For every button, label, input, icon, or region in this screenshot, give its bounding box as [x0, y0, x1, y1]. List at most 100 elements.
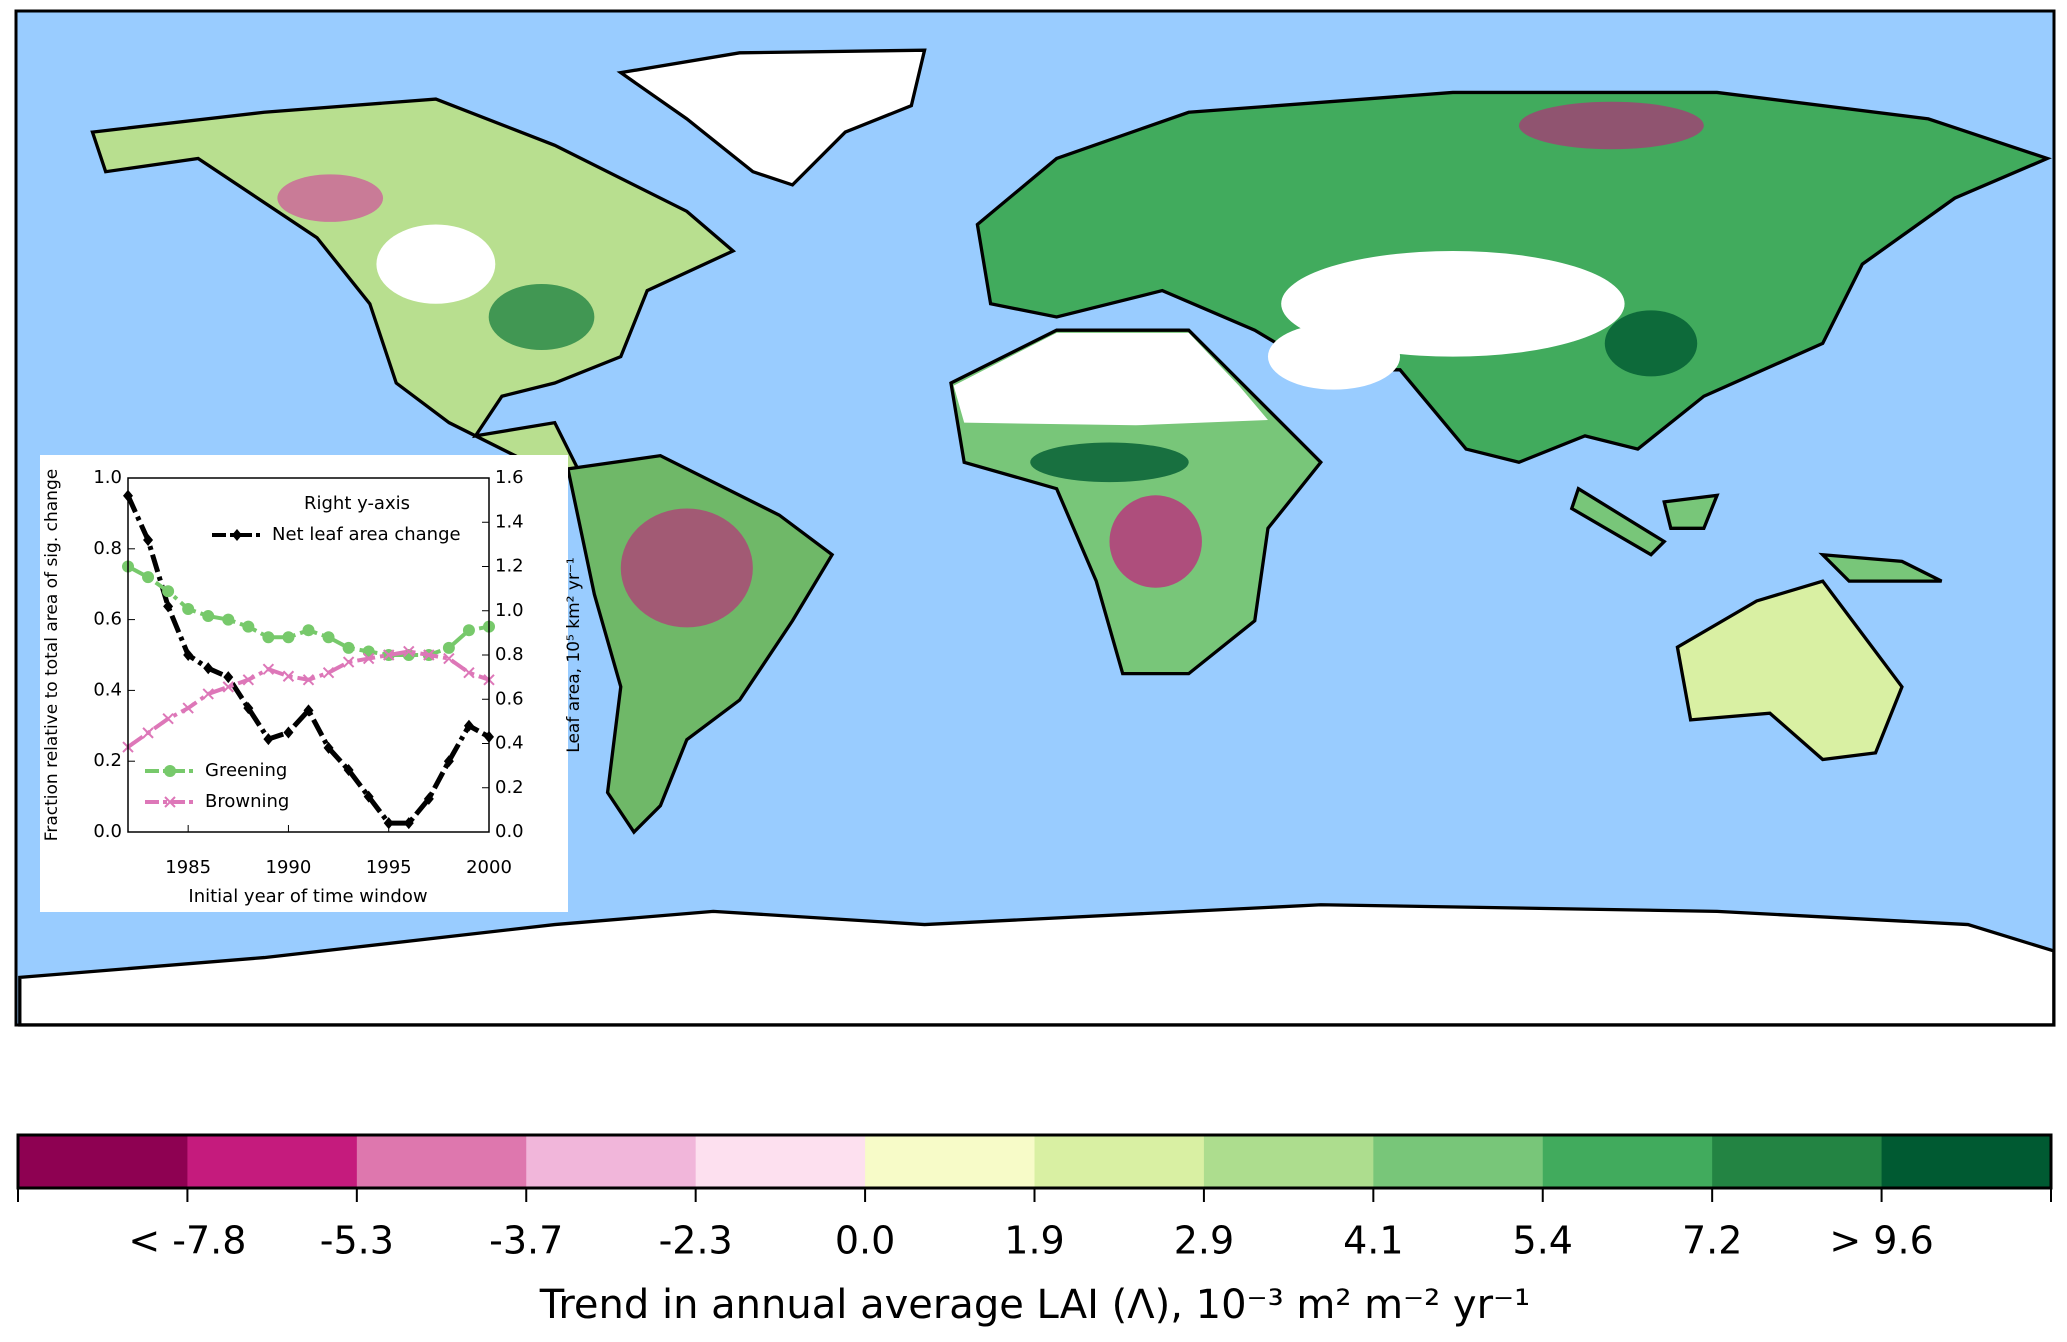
browning-area [620, 508, 753, 628]
marker [162, 585, 175, 598]
marker [462, 624, 475, 637]
legend-label: Greening [205, 760, 287, 781]
antarctica [18, 903, 2056, 1027]
marker [162, 713, 174, 725]
browning-area [277, 174, 384, 222]
marker [403, 645, 415, 658]
marker [222, 613, 235, 626]
marker [143, 533, 154, 546]
marker [363, 790, 374, 803]
y-tick-label: 0.0 [93, 821, 122, 842]
marker [202, 610, 215, 623]
marker [182, 602, 195, 615]
marker [342, 656, 355, 668]
marker [423, 792, 434, 805]
colorbar-segment [1881, 1135, 2052, 1188]
marker [282, 670, 295, 682]
x-tick-label: 1985 [165, 857, 211, 878]
marker [222, 681, 234, 693]
y-tick-label: 0.2 [93, 750, 122, 771]
marker [463, 666, 475, 679]
greening-area [1604, 310, 1698, 377]
colorbar-segment [1542, 1135, 1713, 1188]
colorbar-segment [695, 1135, 866, 1188]
legend-marker [164, 765, 176, 777]
y2-tick-label: 0.0 [495, 821, 524, 842]
colorbar-segment [187, 1135, 358, 1188]
marker [343, 764, 354, 777]
marker [203, 662, 214, 675]
colorbar-segment [1203, 1135, 1374, 1188]
marker [463, 719, 474, 732]
x-tick-label: 1995 [366, 857, 412, 878]
colorbar-segment [18, 1135, 188, 1188]
marker [283, 726, 294, 739]
marker [443, 755, 454, 768]
plains [376, 224, 496, 304]
legend-label: Net leaf area change [272, 524, 461, 545]
colorbar-tick-label: > 9.6 [1829, 1219, 1933, 1263]
marker [442, 641, 455, 654]
colorbar-segment [526, 1135, 697, 1188]
y2-tick-label: 1.0 [495, 600, 524, 621]
marker [322, 666, 335, 679]
marker [323, 741, 334, 754]
colorbar-label: Trend in annual average LAI (Λ), 10⁻³ m²… [539, 1282, 1530, 1328]
marker [262, 663, 275, 675]
marker [182, 702, 194, 714]
y2-tick-label: 0.4 [495, 733, 524, 754]
x-tick-label: 1990 [266, 857, 312, 878]
y2-tick-label: 0.6 [495, 688, 524, 709]
colorbar-segment [1373, 1135, 1544, 1188]
marker [302, 624, 315, 637]
colorbar-segment [865, 1135, 1035, 1188]
x-tick-label: 2000 [466, 857, 512, 878]
legend-marker [232, 529, 242, 541]
y-axis-label: Fraction relative to total area of sig. … [42, 469, 62, 841]
marker [282, 631, 295, 644]
colorbar-segment [1712, 1135, 1883, 1188]
australia [1675, 579, 1904, 762]
colorbar-tick-label: -5.3 [320, 1219, 394, 1263]
colorbar-tick-label: -3.7 [489, 1219, 563, 1263]
y-tick-label: 0.8 [93, 538, 122, 559]
colorbar-tick-label: 4.1 [1343, 1219, 1403, 1263]
x-axis-label: Initial year of time window [188, 886, 427, 907]
browning-area [1109, 495, 1202, 588]
y-tick-label: 0.6 [93, 609, 122, 630]
plot-frame [127, 477, 490, 833]
colorbar-tick-label: 1.9 [1004, 1219, 1064, 1263]
colorbar-tick-label: 2.9 [1174, 1219, 1234, 1263]
marker [362, 652, 375, 665]
y2-axis-label: Leaf area, 10⁵ km² yr⁻¹ [564, 557, 584, 752]
y2-tick-label: 1.4 [495, 511, 524, 532]
y2-tick-label: 1.6 [495, 467, 524, 488]
y-tick-label: 1.0 [93, 467, 122, 488]
marker [303, 704, 314, 717]
greening-area [1030, 442, 1189, 483]
colorbar-tick-label: 5.4 [1513, 1219, 1573, 1263]
colorbar-segment [356, 1135, 527, 1188]
y-tick-label: 0.4 [93, 679, 122, 700]
marker [403, 817, 414, 830]
marker [383, 649, 395, 661]
y2-tick-label: 0.2 [495, 777, 524, 798]
marker [142, 727, 154, 739]
marker [263, 733, 274, 746]
arabia [1267, 323, 1401, 390]
marker [243, 702, 254, 715]
marker [202, 688, 214, 700]
marker [242, 620, 255, 633]
marker [383, 817, 394, 830]
legend-marker [164, 796, 176, 808]
marker [342, 641, 355, 654]
colorbar-tick-label: 7.2 [1682, 1219, 1742, 1263]
legend-label: Browning [205, 791, 289, 812]
legend-title: Right y-axis [304, 493, 410, 514]
marker [302, 674, 315, 686]
marker [242, 674, 255, 686]
marker [142, 571, 155, 584]
marker [223, 671, 234, 684]
